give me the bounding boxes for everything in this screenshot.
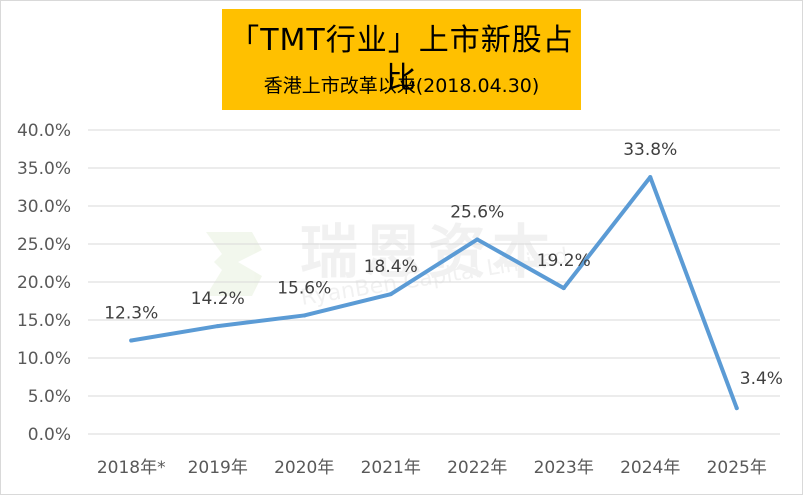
chart-subtitle: 香港上市改革以来(2018.04.30) xyxy=(263,75,540,97)
y-tick-label: 25.0% xyxy=(17,235,71,255)
data-point xyxy=(129,338,134,343)
title-box: 「TMT行业」上市新股占比 香港上市改革以来(2018.04.30) xyxy=(222,9,581,110)
y-axis: 0.0% 5.0% 10.0% 15.0% 20.0% 25.0% 30.0% 35.0% 40… xyxy=(17,121,71,445)
x-tick-label: 2022年 xyxy=(447,458,507,478)
data-label: 33.8% xyxy=(623,140,677,160)
data-label: 18.4% xyxy=(364,257,418,277)
data-point xyxy=(215,324,220,329)
x-axis: 2018年* 2019年 2020年 2021年 2022年 2023年 2024年 2025… xyxy=(97,458,767,478)
x-tick-label: 2018年* xyxy=(97,458,166,478)
data-label: 3.4% xyxy=(740,369,783,389)
data-label: 19.2% xyxy=(537,251,591,271)
x-tick-label: 2020年 xyxy=(274,458,334,478)
data-point xyxy=(734,406,739,411)
y-tick-label: 30.0% xyxy=(17,197,71,217)
y-tick-label: 20.0% xyxy=(17,273,71,293)
data-label: 12.3% xyxy=(104,304,158,324)
y-tick-label: 15.0% xyxy=(17,311,71,331)
series-layer xyxy=(129,175,739,411)
x-tick-label: 2023年 xyxy=(534,458,594,478)
y-tick-label: 0.0% xyxy=(28,425,71,445)
y-tick-label: 10.0% xyxy=(17,349,71,369)
data-point xyxy=(648,175,653,180)
x-tick-label: 2019年 xyxy=(188,458,248,478)
x-tick-label: 2024年 xyxy=(620,458,680,478)
y-tick-label: 40.0% xyxy=(17,121,71,141)
chart-title: 「TMT行业」上市新股占比 xyxy=(229,23,574,96)
y-tick-label: 5.0% xyxy=(28,387,71,407)
x-tick-label: 2025年 xyxy=(707,458,767,478)
y-tick-label: 35.0% xyxy=(17,159,71,179)
data-point xyxy=(561,286,566,291)
x-tick-label: 2021年 xyxy=(361,458,421,478)
data-labels: 12.3% 14.2% 15.6% 18.4% 25.6% 19.2% 33.8% 3.4% xyxy=(104,140,783,389)
data-point xyxy=(475,237,480,242)
data-label: 14.2% xyxy=(191,289,245,309)
data-label: 25.6% xyxy=(450,202,504,222)
data-point xyxy=(302,313,307,318)
data-point xyxy=(388,292,393,297)
gridlines xyxy=(88,129,780,435)
data-label: 15.6% xyxy=(277,278,331,298)
series-line xyxy=(129,175,739,411)
